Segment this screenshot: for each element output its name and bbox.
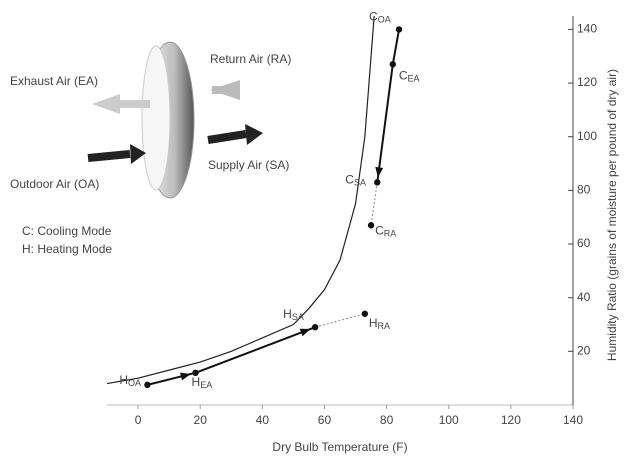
y-tick-label: 20 — [577, 344, 591, 358]
point-label-letter: C — [399, 68, 408, 82]
x-tick-label: 80 — [380, 413, 394, 427]
x-tick-label: 40 — [256, 413, 270, 427]
point-label-subscript: RA — [384, 229, 397, 239]
point — [312, 324, 318, 330]
point-label-subscript: EA — [407, 74, 419, 84]
x-tick-label: 140 — [563, 413, 583, 427]
page: {"chart_data": {"type": "scatter", "x_la… — [0, 0, 629, 456]
y-tick-label: 140 — [577, 22, 597, 36]
point — [390, 61, 396, 67]
point-label-letter: H — [283, 307, 292, 321]
process-line — [393, 29, 399, 64]
point — [396, 26, 402, 32]
point-label-subscript: SA — [292, 313, 304, 323]
point-label: CRA — [375, 223, 396, 238]
y-axis-title: Humidity Ratio (grains of moisture per p… — [605, 69, 619, 361]
process-line — [371, 182, 377, 225]
point-label: HOA — [119, 373, 141, 388]
x-tick-label: 120 — [501, 413, 521, 427]
annotation: Return Air (RA) — [210, 52, 291, 66]
y-tick-label: 60 — [577, 236, 591, 250]
y-tick-label: 120 — [577, 75, 597, 89]
annotation: Supply Air (SA) — [208, 158, 289, 172]
process-line — [196, 327, 316, 373]
x-tick-label: 0 — [135, 413, 142, 427]
point — [368, 222, 374, 228]
point-label-letter: H — [192, 375, 201, 389]
x-axis-title: Dry Bulb Temperature (F) — [272, 440, 407, 454]
point-label-letter: H — [369, 316, 378, 330]
annotation: C: Cooling Mode — [22, 224, 112, 238]
annotation: Outdoor Air (OA) — [10, 177, 99, 191]
annotation: H: Heating Mode — [22, 242, 112, 256]
process-line — [315, 314, 365, 327]
y-tick-label: 80 — [577, 183, 591, 197]
point-label: CEA — [399, 68, 420, 83]
point-label-letter: C — [375, 223, 384, 237]
point-label-letter: C — [345, 173, 354, 187]
arrow-head — [375, 167, 383, 177]
point — [144, 382, 150, 388]
x-tick-label: 60 — [318, 413, 332, 427]
x-tick-label: 20 — [194, 413, 208, 427]
point-label: HEA — [192, 375, 213, 390]
point-label: HSA — [283, 307, 304, 322]
x-tick-label: 100 — [439, 413, 459, 427]
chart: Dry Bulb Temperature (F) Humidity Ratio … — [0, 0, 629, 456]
point-label-subscript: SA — [354, 178, 366, 188]
point-label-subscript: OA — [128, 378, 141, 388]
point — [374, 179, 380, 185]
point-label-subscript: RA — [378, 321, 391, 331]
y-tick-label: 40 — [577, 290, 591, 304]
process-line — [377, 64, 393, 182]
point — [362, 311, 368, 317]
arrow-head — [300, 329, 311, 336]
point-label-letter: C — [369, 10, 378, 24]
point-label-subscript: EA — [200, 380, 212, 390]
point-label: HRA — [369, 316, 390, 331]
annotation: Exhaust Air (EA) — [10, 74, 98, 88]
point-label-letter: H — [119, 373, 128, 387]
point-label-subscript: OA — [378, 15, 391, 25]
point-label: COA — [369, 10, 391, 25]
point-label: CSA — [345, 173, 366, 188]
y-tick-label: 100 — [577, 129, 597, 143]
